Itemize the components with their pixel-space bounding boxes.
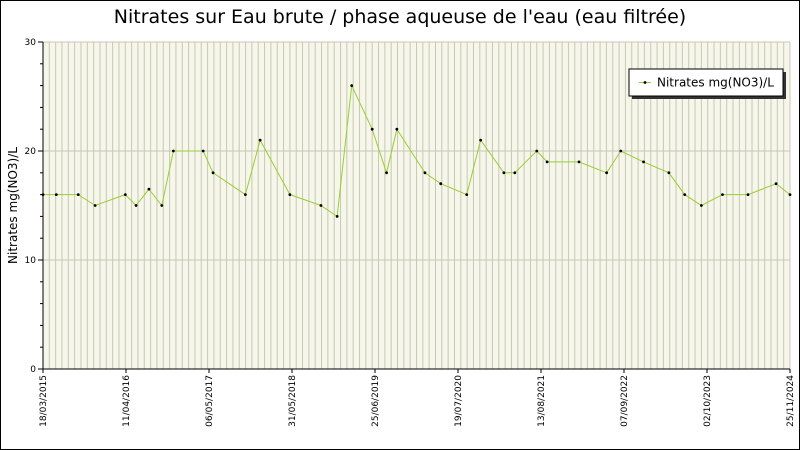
data-point — [774, 182, 778, 186]
data-point — [370, 127, 374, 131]
x-tick-label: 19/07/2020 — [454, 375, 464, 427]
data-point — [465, 193, 469, 197]
data-point — [41, 193, 45, 197]
data-point — [385, 171, 388, 175]
axes — [38, 41, 791, 373]
data-point — [683, 193, 687, 197]
data-point — [76, 193, 80, 197]
data-point — [577, 160, 581, 164]
data-point — [243, 193, 247, 197]
data-point — [350, 84, 354, 87]
x-tick-label: 07/09/2022 — [620, 375, 630, 427]
data-point — [134, 204, 138, 207]
data-point — [335, 215, 339, 218]
data-point — [667, 171, 671, 175]
data-point — [642, 160, 645, 164]
legend-label: Nitrates mg(NO3)/L — [657, 76, 774, 90]
y-tick-label: 30 — [25, 38, 37, 48]
data-point — [160, 204, 164, 207]
data-point — [123, 193, 127, 197]
legend-box — [628, 68, 784, 97]
data-series — [41, 83, 792, 218]
x-tick-label: 18/03/2015 — [39, 375, 49, 427]
y-tick-labels: 0 10 20 30 — [25, 38, 37, 375]
data-point — [439, 182, 443, 186]
data-point — [619, 149, 623, 153]
data-point — [319, 204, 323, 207]
y-tick-label: 20 — [25, 147, 37, 157]
legend-marker — [643, 81, 647, 84]
x-tick-label: 13/08/2021 — [537, 375, 547, 427]
data-point — [395, 127, 399, 131]
x-tick-labels: 18/03/2015 11/04/2016 06/05/2017 31/05/2018… — [39, 375, 796, 427]
x-tick-label: 31/05/2018 — [288, 375, 298, 427]
y-tick-label: 10 — [25, 256, 37, 266]
data-point — [788, 193, 792, 197]
x-tick-label: 11/04/2016 — [122, 375, 132, 427]
legend: Nitrates mg(NO3)/L — [628, 68, 786, 99]
data-point — [201, 149, 205, 153]
data-point — [721, 193, 724, 197]
data-point — [699, 204, 703, 207]
data-point — [605, 171, 609, 175]
y-axis-label: Nitrates mg(NO3)/L — [6, 147, 20, 264]
data-point — [535, 149, 539, 153]
data-point — [93, 204, 97, 207]
x-tick-label: 25/06/2019 — [371, 375, 381, 427]
data-point — [513, 171, 517, 175]
data-point — [288, 193, 292, 197]
x-tick-label: 25/11/2024 — [786, 375, 796, 427]
y-tick-label: 0 — [30, 365, 36, 375]
data-point — [479, 138, 483, 142]
data-point — [54, 193, 58, 197]
data-point — [502, 171, 506, 175]
data-point — [746, 193, 750, 197]
data-point — [423, 171, 427, 175]
data-point — [147, 187, 151, 191]
data-point — [172, 149, 175, 153]
data-point — [211, 171, 215, 175]
data-point — [258, 138, 262, 142]
x-tick-label: 06/05/2017 — [205, 375, 215, 427]
data-point — [545, 160, 549, 164]
x-tick-label: 02/10/2023 — [703, 375, 713, 427]
chart-title: Nitrates sur Eau brute / phase aqueuse d… — [113, 6, 687, 28]
